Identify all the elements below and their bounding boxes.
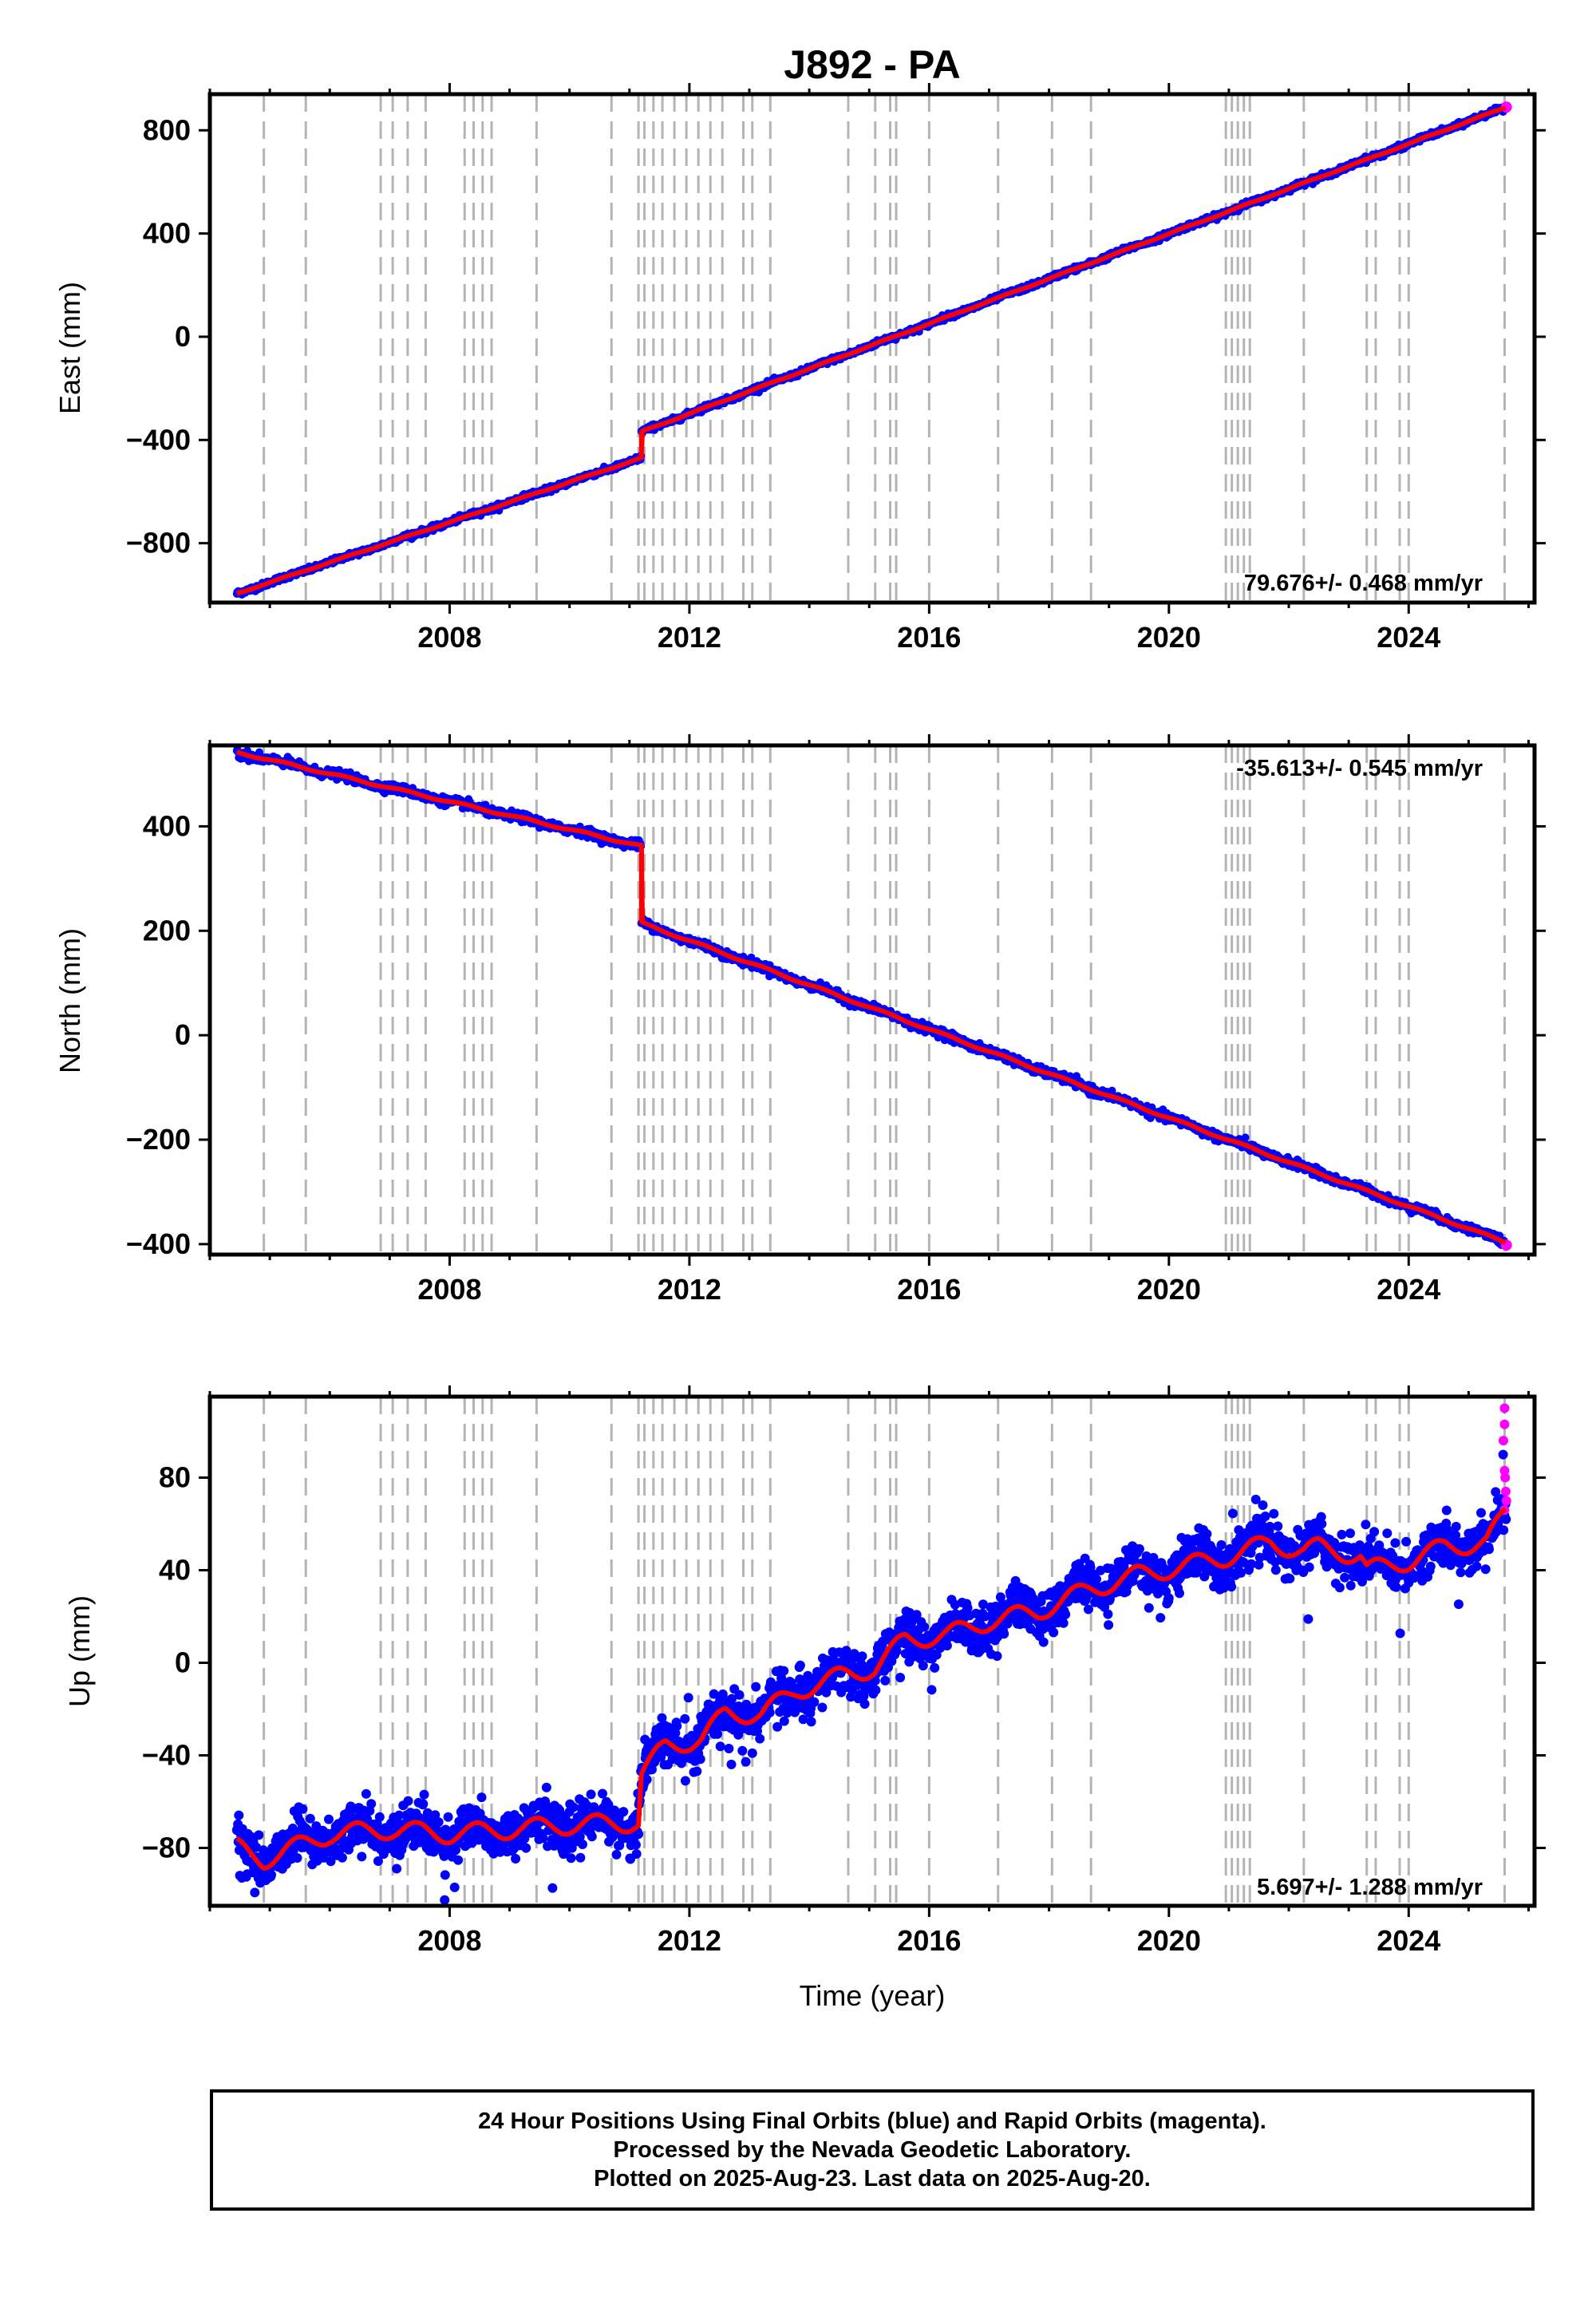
- y-tick-label: −400: [126, 423, 191, 456]
- east-panel: −800 −400 0 400 800 2008 2012 2016 2020 2024 Eas…: [53, 83, 1546, 654]
- east-rate-label: 79.676+/- 0.468 mm/yr: [1244, 571, 1483, 596]
- east-y-ticks: −800 −400 0 400 800: [126, 113, 1546, 559]
- x-tick-label: 2016: [897, 621, 961, 654]
- x-tick-label: 2024: [1377, 621, 1440, 654]
- chart-title: J892 - PA: [784, 42, 960, 87]
- y-tick-label: −800: [126, 527, 191, 559]
- x-tick-label: 2008: [417, 621, 481, 654]
- x-tick-label: 2020: [1137, 621, 1201, 654]
- x-tick-label: 2012: [658, 621, 721, 654]
- data-point: [1241, 1133, 1250, 1142]
- y-tick-label: 400: [143, 217, 191, 250]
- east-y-axis-label: East (mm): [53, 282, 86, 414]
- y-tick-label: 800: [143, 113, 191, 146]
- y-tick-label: 0: [175, 320, 191, 353]
